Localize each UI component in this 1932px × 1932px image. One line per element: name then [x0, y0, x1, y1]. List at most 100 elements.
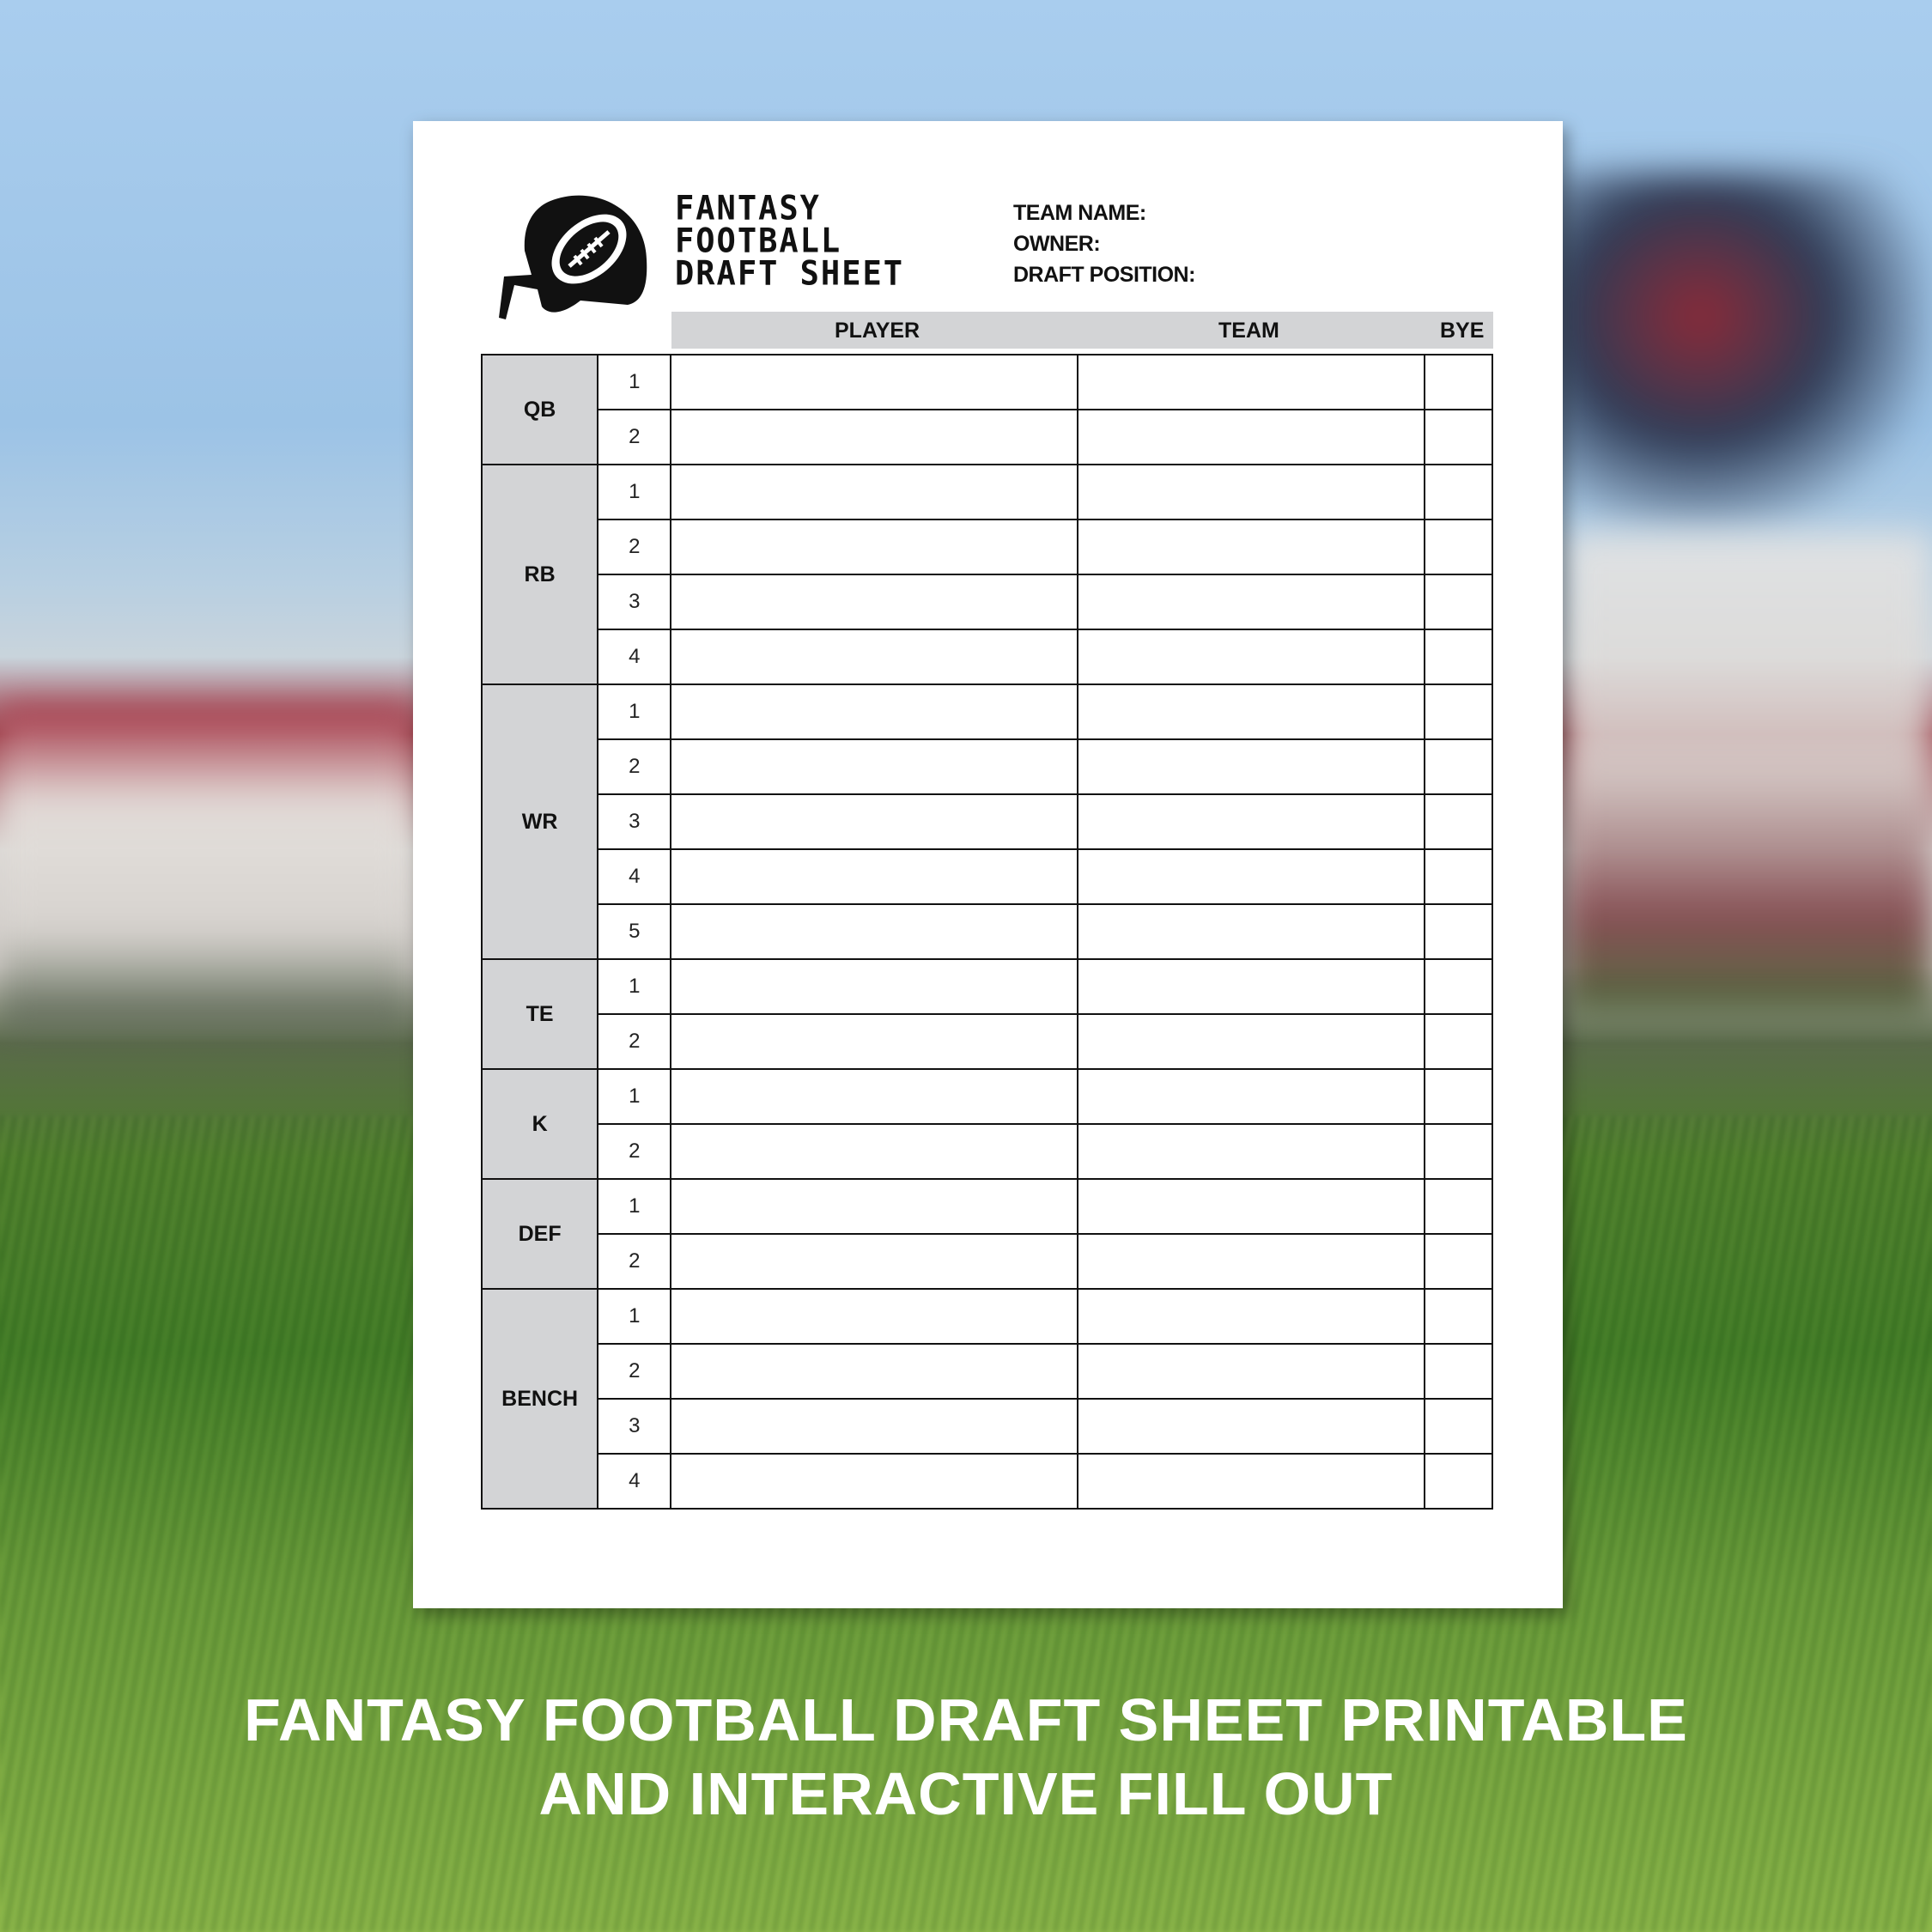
bye-input[interactable]	[1423, 574, 1494, 630]
bye-input[interactable]	[1423, 409, 1494, 465]
team-input[interactable]	[1077, 464, 1425, 520]
bye-input[interactable]	[1423, 629, 1494, 685]
team-input[interactable]	[1077, 1343, 1425, 1400]
bye-input[interactable]	[1423, 848, 1494, 905]
player-input[interactable]	[670, 1068, 1079, 1125]
table-row: 2	[482, 409, 1494, 465]
player-input[interactable]	[670, 848, 1079, 905]
team-input[interactable]	[1077, 519, 1425, 575]
player-input[interactable]	[670, 683, 1079, 740]
background-stands-left	[0, 704, 412, 1030]
bye-input[interactable]	[1423, 958, 1494, 1015]
team-input[interactable]	[1077, 1068, 1425, 1125]
bye-input[interactable]	[1423, 1178, 1494, 1235]
player-input[interactable]	[670, 1288, 1079, 1345]
team-info-fields: TEAM NAME: OWNER: DRAFT POSITION:	[1013, 197, 1195, 290]
player-input[interactable]	[670, 1013, 1079, 1070]
team-input[interactable]	[1077, 683, 1425, 740]
team-input[interactable]	[1077, 574, 1425, 630]
slot-number: 1	[597, 1288, 672, 1345]
slot-number: 3	[597, 1398, 672, 1455]
team-name-label[interactable]: TEAM NAME:	[1013, 201, 1146, 225]
title-line: FANTASY	[675, 188, 821, 228]
draft-table: QB 1 2 RB 1 2 3 4 WR 1 2 3 4 5 TE 1 2 K 1 2 DEF 1 2 BENCH 1 2 3 4	[480, 354, 1494, 1510]
player-input[interactable]	[670, 629, 1079, 685]
table-row: 2	[482, 1233, 1494, 1290]
player-input[interactable]	[670, 903, 1079, 960]
title-line: FOOTBALL	[675, 221, 842, 261]
player-input[interactable]	[670, 738, 1079, 795]
bye-input[interactable]	[1423, 354, 1494, 410]
table-row: 2	[482, 1343, 1494, 1400]
slot-number: 3	[597, 793, 672, 850]
team-input[interactable]	[1077, 793, 1425, 850]
player-input[interactable]	[670, 1233, 1079, 1290]
table-row: 3	[482, 574, 1494, 630]
player-input[interactable]	[670, 464, 1079, 520]
team-input[interactable]	[1077, 1288, 1425, 1345]
table-row: TE 1	[480, 958, 1494, 1070]
slot-number: 1	[597, 354, 672, 410]
draft-position-label[interactable]: DRAFT POSITION:	[1013, 263, 1195, 287]
player-input[interactable]	[670, 1123, 1079, 1180]
player-input[interactable]	[670, 1343, 1079, 1400]
bye-input[interactable]	[1423, 1233, 1494, 1290]
position-label: RB	[480, 464, 599, 685]
slot-number: 5	[597, 903, 672, 960]
bye-input[interactable]	[1423, 738, 1494, 795]
position-label: QB	[480, 354, 599, 465]
table-row: 5	[482, 903, 1494, 960]
slot-number: 1	[597, 958, 672, 1015]
team-input[interactable]	[1077, 629, 1425, 685]
sheet-title: FANTASY FOOTBALL DRAFT SHEET	[675, 188, 904, 291]
team-input[interactable]	[1077, 354, 1425, 410]
player-input[interactable]	[670, 1398, 1079, 1455]
bye-input[interactable]	[1423, 903, 1494, 960]
team-input[interactable]	[1077, 958, 1425, 1015]
bye-input[interactable]	[1423, 1288, 1494, 1345]
team-input[interactable]	[1077, 738, 1425, 795]
bye-input[interactable]	[1423, 1453, 1494, 1510]
player-input[interactable]	[670, 1178, 1079, 1235]
bye-input[interactable]	[1423, 1013, 1494, 1070]
bye-input[interactable]	[1423, 519, 1494, 575]
football-helmet-icon	[499, 195, 647, 319]
team-input[interactable]	[1077, 1178, 1425, 1235]
team-input[interactable]	[1077, 848, 1425, 905]
table-row: 2	[482, 1013, 1494, 1070]
team-input[interactable]	[1077, 1233, 1425, 1290]
slot-number: 2	[597, 738, 672, 795]
bye-input[interactable]	[1423, 1068, 1494, 1125]
player-input[interactable]	[670, 519, 1079, 575]
bye-input[interactable]	[1423, 464, 1494, 520]
position-label: WR	[480, 683, 599, 960]
player-input[interactable]	[670, 354, 1079, 410]
player-input[interactable]	[670, 793, 1079, 850]
slot-number: 2	[597, 519, 672, 575]
bye-input[interactable]	[1423, 1123, 1494, 1180]
bye-input[interactable]	[1423, 1398, 1494, 1455]
team-input[interactable]	[1077, 1398, 1425, 1455]
position-label: K	[480, 1068, 599, 1180]
slot-number: 2	[597, 1233, 672, 1290]
bye-input[interactable]	[1423, 683, 1494, 740]
background-stadium-sign	[1546, 172, 1932, 532]
team-input[interactable]	[1077, 1453, 1425, 1510]
slot-number: 2	[597, 409, 672, 465]
player-input[interactable]	[670, 574, 1079, 630]
player-input[interactable]	[670, 958, 1079, 1015]
player-input[interactable]	[670, 409, 1079, 465]
team-input[interactable]	[1077, 409, 1425, 465]
owner-label[interactable]: OWNER:	[1013, 232, 1101, 256]
bye-input[interactable]	[1423, 793, 1494, 850]
table-row: 2	[482, 738, 1494, 795]
slot-number: 1	[597, 1178, 672, 1235]
position-label: BENCH	[480, 1288, 599, 1510]
player-input[interactable]	[670, 1453, 1079, 1510]
bye-input[interactable]	[1423, 1343, 1494, 1400]
team-input[interactable]	[1077, 1013, 1425, 1070]
team-input[interactable]	[1077, 903, 1425, 960]
column-header-bar: PLAYER TEAM BYE	[671, 312, 1493, 349]
team-input[interactable]	[1077, 1123, 1425, 1180]
